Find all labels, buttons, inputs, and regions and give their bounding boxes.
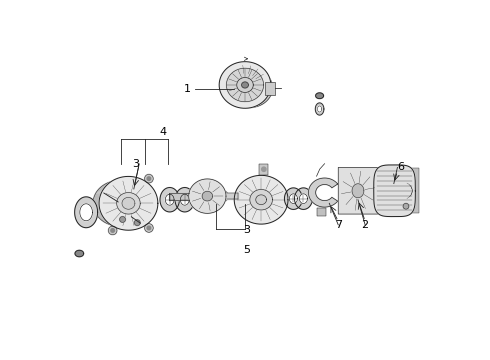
Polygon shape xyxy=(175,188,195,212)
Polygon shape xyxy=(234,175,288,224)
Circle shape xyxy=(147,226,151,230)
Polygon shape xyxy=(226,68,264,102)
Polygon shape xyxy=(221,193,238,199)
Polygon shape xyxy=(96,191,155,193)
Text: 6: 6 xyxy=(397,162,405,172)
Circle shape xyxy=(145,174,153,183)
Circle shape xyxy=(145,224,153,232)
Polygon shape xyxy=(169,193,189,200)
Polygon shape xyxy=(294,188,313,210)
Polygon shape xyxy=(215,190,228,202)
Polygon shape xyxy=(99,176,158,230)
Polygon shape xyxy=(299,194,308,203)
Polygon shape xyxy=(80,204,93,221)
Polygon shape xyxy=(226,68,272,108)
Polygon shape xyxy=(74,197,98,228)
Circle shape xyxy=(120,217,125,222)
Circle shape xyxy=(147,177,151,180)
Polygon shape xyxy=(256,195,267,204)
Circle shape xyxy=(134,220,140,226)
Text: 2: 2 xyxy=(362,220,368,230)
Polygon shape xyxy=(250,189,272,210)
Text: 3: 3 xyxy=(132,159,139,169)
Polygon shape xyxy=(290,194,297,203)
Text: 3: 3 xyxy=(244,225,250,235)
Circle shape xyxy=(403,203,409,209)
Polygon shape xyxy=(237,77,253,93)
Polygon shape xyxy=(318,106,322,112)
FancyBboxPatch shape xyxy=(265,82,275,95)
Polygon shape xyxy=(93,180,146,226)
Polygon shape xyxy=(117,193,140,214)
Polygon shape xyxy=(315,103,324,115)
Polygon shape xyxy=(242,82,248,88)
Polygon shape xyxy=(189,179,226,213)
Polygon shape xyxy=(122,197,135,209)
Polygon shape xyxy=(316,93,323,99)
Polygon shape xyxy=(285,188,302,210)
FancyBboxPatch shape xyxy=(317,208,326,216)
Text: 1: 1 xyxy=(184,84,191,94)
Polygon shape xyxy=(202,191,213,201)
Circle shape xyxy=(111,229,115,232)
Polygon shape xyxy=(160,188,179,212)
Polygon shape xyxy=(352,184,364,198)
Polygon shape xyxy=(377,168,419,213)
Polygon shape xyxy=(338,167,381,214)
Polygon shape xyxy=(165,194,174,205)
Polygon shape xyxy=(374,165,416,217)
Text: 4: 4 xyxy=(159,127,166,136)
Text: 7: 7 xyxy=(335,220,342,230)
FancyBboxPatch shape xyxy=(259,164,269,175)
Circle shape xyxy=(108,226,117,235)
Text: 5: 5 xyxy=(244,245,250,255)
Polygon shape xyxy=(309,178,338,207)
Polygon shape xyxy=(180,194,189,205)
FancyArrowPatch shape xyxy=(245,57,247,60)
Polygon shape xyxy=(343,170,382,212)
Polygon shape xyxy=(219,62,271,108)
Circle shape xyxy=(262,167,266,171)
Polygon shape xyxy=(75,250,84,257)
